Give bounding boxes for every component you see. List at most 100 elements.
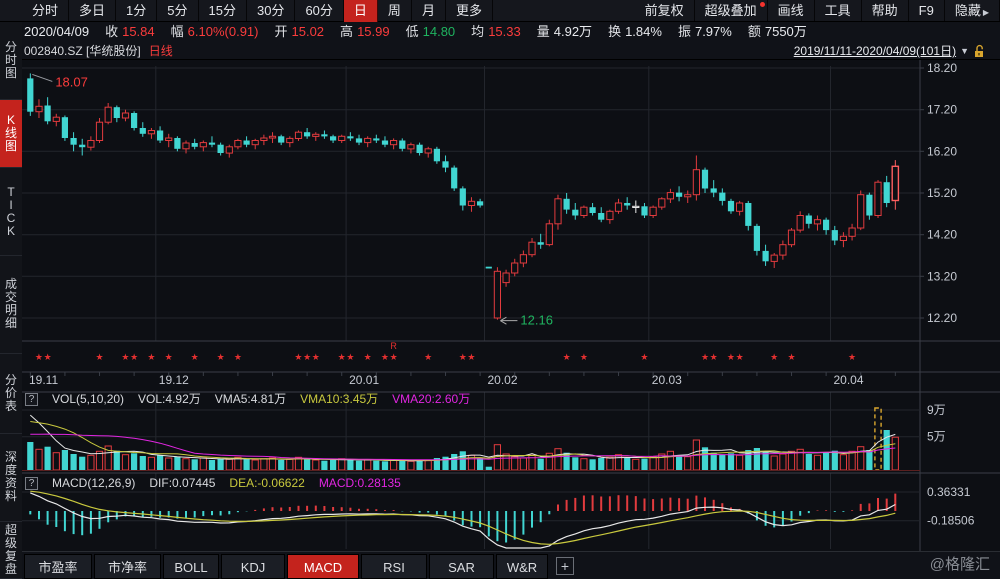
- svg-text:★: ★: [217, 352, 225, 362]
- svg-text:17.20: 17.20: [927, 103, 957, 117]
- quote-field-label: 振: [677, 24, 691, 39]
- add-indicator-button[interactable]: +: [556, 557, 574, 575]
- indicator-tab-BOLL[interactable]: BOLL: [163, 553, 219, 579]
- macd-indicator-value: MACD(12,26,9): [52, 476, 136, 490]
- svg-text:★: ★: [787, 352, 795, 362]
- kline-volume-macd-plot[interactable]: 18.20 17.20 16.20 15.20 14.20 13.20 12.20 19.11…: [22, 60, 1000, 551]
- sidebar-item-分价表[interactable]: 分价表: [0, 354, 22, 434]
- quote-field-label: 量: [536, 24, 550, 39]
- indicator-tab-市盈率[interactable]: 市盈率: [24, 553, 92, 579]
- period-tab-周[interactable]: 周: [378, 0, 412, 22]
- toolbar-item-前复权[interactable]: 前复权: [635, 0, 695, 22]
- sidebar-item-深度资料[interactable]: 深度资料: [0, 434, 22, 522]
- svg-text:12.20: 12.20: [927, 311, 957, 325]
- svg-text:16.20: 16.20: [927, 144, 957, 158]
- stock-code-name: 002840.SZ [华统股份]: [24, 44, 141, 58]
- indicator-tabs-bar: 市盈率 市净率 BOLL KDJ MACD RSI SAR W&R +: [22, 551, 1000, 579]
- quote-field-value: 15.84: [122, 24, 155, 39]
- quote-field-开: 开 15.02: [274, 22, 324, 43]
- toolbar-item-隐藏[interactable]: 隐藏 ▶: [945, 0, 1000, 22]
- help-icon[interactable]: ?: [25, 476, 38, 490]
- quote-field-value: 1.84%: [625, 24, 662, 39]
- date-range-link[interactable]: 2019/11/11-2020/04/09(101日): [793, 44, 957, 58]
- svg-text:★: ★: [381, 352, 389, 362]
- svg-text:★: ★: [390, 352, 398, 362]
- toolbar-item-帮助[interactable]: 帮助: [862, 0, 909, 22]
- indicator-tab-SAR[interactable]: SAR: [429, 553, 494, 579]
- period-tab-月[interactable]: 月: [412, 0, 446, 22]
- vol-indicator-value: VOL:4.92万: [138, 392, 201, 406]
- quote-field-换: 换 1.84%: [608, 22, 662, 43]
- svg-text:★: ★: [848, 352, 856, 362]
- help-icon[interactable]: ?: [25, 392, 38, 406]
- indicator-tab-W&R[interactable]: W&R: [496, 553, 548, 579]
- watermark: @格隆汇: [929, 556, 990, 573]
- notification-dot-icon: [759, 2, 765, 7]
- period-tab-分时[interactable]: 分时: [22, 0, 70, 22]
- macd-indicator-header: ? MACD(12,26,9) DIF:0.07445 DEA:-0.06622 MAC…: [25, 476, 401, 490]
- toolbar-item-工具[interactable]: 工具: [815, 0, 862, 22]
- quote-field-value: 2020/04/09: [24, 24, 90, 39]
- svg-text:★: ★: [44, 352, 52, 362]
- quote-field-额: 额 7550万: [748, 22, 807, 43]
- svg-text:★: ★: [95, 352, 103, 362]
- svg-text:20.01: 20.01: [349, 373, 379, 387]
- quote-field-label: 幅: [170, 24, 184, 39]
- svg-text:★: ★: [191, 352, 199, 362]
- indicator-tab-MACD[interactable]: MACD: [287, 553, 359, 579]
- svg-text:-0.18506: -0.18506: [927, 514, 975, 528]
- quote-info-bar: 2020/04/09 收 15.84 幅 6.10%(0.91) 开 15.02 高 15.99…: [22, 22, 1000, 44]
- vol-indicator-value: VMA20:2.60万: [392, 392, 471, 406]
- svg-text:★: ★: [770, 352, 778, 362]
- quote-field-value: 4.92万: [553, 24, 593, 39]
- svg-text:13.20: 13.20: [927, 269, 957, 283]
- period-tab-30分[interactable]: 30分: [247, 0, 296, 22]
- sidebar-item-分时图[interactable]: 分时图: [0, 22, 22, 101]
- quote-field-幅: 幅 6.10%(0.91): [171, 22, 259, 43]
- quote-field-value: 6.10%(0.91): [187, 24, 259, 39]
- quote-field-label: 额: [747, 24, 761, 39]
- chart-canvas[interactable]: 18.20 17.20 16.20 15.20 14.20 13.20 12.20 19.11…: [22, 60, 1000, 551]
- indicator-tab-市净率[interactable]: 市净率: [94, 553, 161, 579]
- sidebar-item-超级复盘[interactable]: 超级复盘: [0, 522, 22, 579]
- svg-text:★: ★: [459, 352, 467, 362]
- chevron-down-icon[interactable]: ▼: [960, 46, 969, 56]
- toolbar-item-F9[interactable]: F9: [909, 0, 945, 22]
- svg-text:19.11: 19.11: [29, 373, 58, 387]
- period-tab-多日[interactable]: 多日: [69, 0, 117, 22]
- svg-text:★: ★: [294, 352, 302, 362]
- period-tab-15分[interactable]: 15分: [199, 0, 247, 22]
- toolbar-item-画线[interactable]: 画线: [768, 0, 815, 22]
- svg-text:20.02: 20.02: [488, 373, 518, 387]
- chart-content-area: 002840.SZ [华统股份] 日线 2019/11/11-2020/04/0…: [22, 22, 1000, 579]
- sidebar-item-成交明细[interactable]: 成交明细: [0, 256, 22, 354]
- period-tab-1分[interactable]: 1分: [116, 0, 158, 22]
- quote-field-label: 换: [608, 24, 622, 39]
- svg-text:5万: 5万: [927, 430, 946, 444]
- svg-text:★: ★: [35, 352, 43, 362]
- period-tab-60分[interactable]: 60分: [295, 0, 344, 22]
- macd-indicator-value: DEA:-0.06622: [229, 476, 305, 490]
- svg-text:★: ★: [580, 352, 588, 362]
- indicator-tab-KDJ[interactable]: KDJ: [221, 553, 285, 579]
- period-tab-日[interactable]: 日: [343, 0, 378, 22]
- unlock-icon[interactable]: [973, 44, 986, 58]
- period-label: 日线: [148, 44, 173, 58]
- quote-field-value: 15.99: [357, 24, 390, 39]
- vol-indicator-value: VMA10:3.45万: [300, 392, 379, 406]
- stock-title: 002840.SZ [华统股份] 日线: [24, 43, 173, 59]
- svg-text:★: ★: [234, 352, 242, 362]
- toolbar-item-超级叠加[interactable]: 超级叠加: [695, 0, 768, 22]
- svg-text:★: ★: [640, 352, 648, 362]
- period-tab-更多[interactable]: 更多: [446, 0, 493, 22]
- quote-field-label: 开: [274, 24, 288, 39]
- svg-text:★: ★: [147, 352, 155, 362]
- indicator-tab-RSI[interactable]: RSI: [361, 553, 427, 579]
- svg-text:R: R: [390, 341, 397, 351]
- vol-indicator-value: VMA5:4.81万: [214, 392, 287, 406]
- period-tab-5分[interactable]: 5分: [157, 0, 199, 22]
- svg-text:19.12: 19.12: [159, 373, 189, 387]
